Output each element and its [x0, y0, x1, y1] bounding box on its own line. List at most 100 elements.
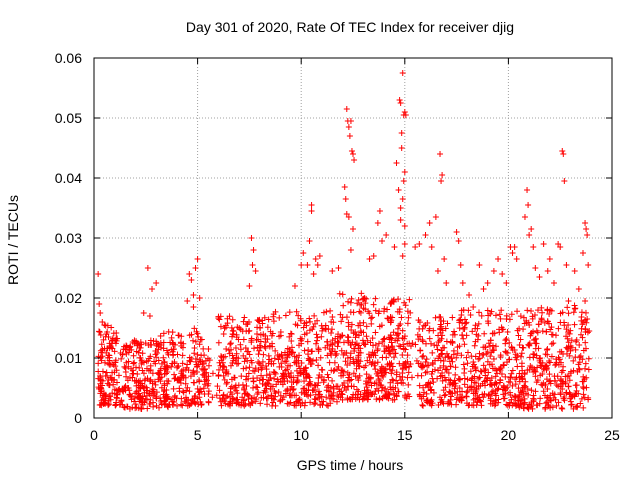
data-point	[563, 389, 570, 396]
data-point	[265, 316, 272, 323]
data-point	[331, 359, 338, 366]
data-point	[562, 373, 569, 380]
data-point	[461, 365, 468, 372]
data-point	[496, 329, 503, 336]
data-point	[214, 383, 221, 390]
data-point	[428, 402, 435, 409]
data-point	[521, 214, 528, 220]
data-point	[312, 256, 319, 262]
data-point	[235, 336, 242, 343]
data-point	[261, 314, 268, 321]
data-point	[295, 396, 302, 403]
data-point	[348, 327, 355, 334]
data-point	[563, 262, 570, 268]
data-point	[352, 334, 359, 341]
data-point	[347, 342, 354, 349]
data-point	[115, 372, 122, 379]
data-point	[550, 340, 557, 347]
y-tick-label: 0.04	[55, 170, 82, 186]
data-point	[293, 308, 300, 315]
data-point	[389, 314, 396, 321]
data-point	[360, 305, 367, 312]
data-point	[390, 346, 397, 353]
data-point	[564, 335, 571, 342]
x-tick-label: 25	[604, 427, 620, 443]
data-point	[454, 344, 461, 351]
data-point	[143, 358, 150, 365]
data-point	[415, 317, 422, 324]
data-point	[372, 295, 379, 302]
data-point	[395, 335, 402, 342]
data-point	[487, 337, 494, 344]
data-point	[272, 347, 279, 354]
data-point	[347, 118, 354, 124]
data-point	[298, 359, 305, 366]
data-point	[332, 348, 339, 355]
data-point	[434, 375, 441, 382]
data-point	[153, 394, 160, 401]
data-point	[278, 363, 285, 370]
y-tick-label: 0.05	[55, 110, 82, 126]
data-point	[430, 389, 437, 396]
data-point	[499, 271, 506, 277]
data-point	[442, 391, 449, 398]
data-point	[497, 315, 504, 322]
data-point	[559, 385, 566, 392]
data-point	[216, 316, 223, 323]
data-point	[271, 388, 278, 395]
data-point	[350, 226, 356, 232]
data-point	[585, 366, 592, 373]
data-point	[297, 402, 304, 409]
data-point	[516, 325, 523, 332]
data-point	[447, 389, 454, 396]
data-point	[484, 318, 491, 325]
data-point	[149, 386, 156, 393]
data-point	[158, 399, 165, 406]
data-point	[442, 377, 449, 384]
data-point	[538, 316, 545, 323]
data-point	[112, 402, 119, 409]
data-point	[396, 342, 403, 349]
data-point	[375, 340, 382, 347]
data-point	[243, 365, 250, 372]
data-point	[382, 393, 389, 400]
data-point	[235, 360, 242, 367]
data-point	[180, 366, 187, 373]
data-point	[492, 373, 499, 380]
data-point	[472, 353, 479, 360]
data-point	[474, 325, 481, 332]
data-point	[571, 268, 578, 274]
data-point	[516, 393, 523, 400]
data-point	[407, 361, 414, 368]
data-point	[363, 371, 370, 378]
y-tick-label: 0.06	[55, 50, 82, 66]
data-point	[186, 332, 193, 339]
data-point	[255, 318, 262, 325]
data-point	[559, 405, 566, 412]
data-point	[356, 363, 363, 370]
data-point	[564, 345, 571, 352]
data-point	[452, 371, 459, 378]
data-point	[468, 375, 475, 382]
data-point	[528, 329, 535, 336]
data-point	[369, 314, 376, 321]
data-point	[408, 374, 415, 381]
data-point	[562, 380, 569, 387]
data-point	[472, 379, 479, 386]
data-point	[251, 345, 258, 352]
data-point	[420, 322, 427, 329]
data-point	[351, 345, 358, 352]
data-point	[533, 379, 540, 386]
data-point	[324, 342, 331, 349]
data-point	[364, 387, 371, 394]
data-point	[269, 399, 276, 406]
data-point	[126, 375, 133, 382]
data-point	[107, 343, 114, 349]
data-point	[458, 307, 465, 314]
data-point	[295, 312, 302, 319]
data-point	[376, 396, 383, 403]
data-point	[347, 350, 354, 357]
data-point	[503, 280, 510, 286]
data-point	[149, 370, 156, 377]
data-point	[134, 340, 141, 347]
